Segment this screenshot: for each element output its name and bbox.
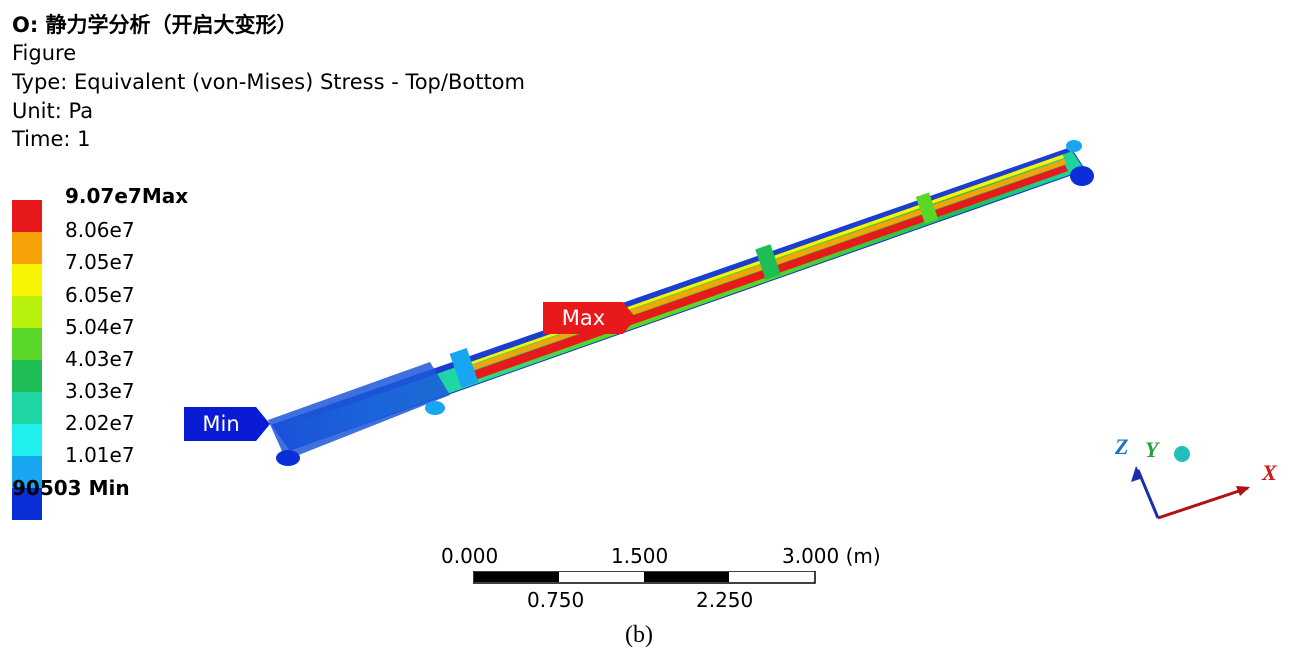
max-probe-label: Max xyxy=(561,306,606,330)
left-mount-lug xyxy=(276,450,300,466)
triad-z-label: Z xyxy=(1115,434,1129,459)
scale-label-2250: 2.250 xyxy=(696,588,754,612)
triad-y-axis-dot xyxy=(1174,446,1190,462)
scale-bar xyxy=(473,571,816,584)
coordinate-triad xyxy=(1131,446,1250,520)
legend-value-5: 5.04e7 xyxy=(65,315,135,339)
legend-min-value: 90503 Min xyxy=(12,476,130,500)
analysis-title: O: 静力学分析（开启大变形） xyxy=(12,13,298,37)
beam-collar-2 xyxy=(755,244,781,280)
result-type: Type: Equivalent (von-Mises) Stress - To… xyxy=(12,70,525,94)
triad-y-label: Y xyxy=(1145,437,1159,462)
figure-caption: (b) xyxy=(625,622,653,648)
scale-seg-3 xyxy=(644,572,729,582)
result-time: Time: 1 xyxy=(12,127,91,151)
legend-value-6: 4.03e7 xyxy=(65,347,135,371)
scale-label-3000: 3.000 (m) xyxy=(782,544,881,568)
scale-label-1500: 1.500 xyxy=(611,544,669,568)
right-top-lug xyxy=(1066,140,1082,152)
scale-seg-1 xyxy=(474,572,559,582)
scale-label-0: 0.000 xyxy=(441,544,499,568)
legend-swatch-2 xyxy=(12,232,42,264)
legend-swatch-8 xyxy=(12,424,42,456)
legend-swatch-3 xyxy=(12,264,42,296)
legend-swatch-5 xyxy=(12,328,42,360)
legend-value-8: 2.02e7 xyxy=(65,411,135,435)
legend-swatch-4 xyxy=(12,296,42,328)
max-probe: Max xyxy=(543,302,636,334)
result-unit: Unit: Pa xyxy=(12,99,94,123)
min-probe: Min xyxy=(184,407,270,441)
legend-value-2: 8.06e7 xyxy=(65,218,135,242)
legend-swatch-7 xyxy=(12,392,42,424)
triad-x-label: X xyxy=(1262,460,1277,485)
beam-collar-1 xyxy=(449,348,479,388)
min-probe-shape xyxy=(184,407,270,441)
legend-swatch-9 xyxy=(12,456,42,488)
min-probe-label: Min xyxy=(202,412,240,436)
triad-x-axis xyxy=(1157,486,1249,520)
right-mount-lug xyxy=(1070,166,1094,186)
x-arrow-icon xyxy=(1236,486,1250,496)
mid-mount-lug xyxy=(425,401,445,415)
legend-value-9: 1.01e7 xyxy=(65,443,135,467)
legend-max-value: 9.07e7Max xyxy=(65,184,189,208)
scale-label-750: 0.750 xyxy=(527,588,585,612)
figure-label: Figure xyxy=(12,41,77,65)
legend-value-3: 7.05e7 xyxy=(65,250,135,274)
legend-value-7: 3.03e7 xyxy=(65,379,135,403)
legend-swatch-1 xyxy=(12,200,42,232)
beam-left-end xyxy=(268,362,450,460)
legend-min-tag: Min xyxy=(88,476,130,500)
legend-swatch-10 xyxy=(12,488,42,520)
max-probe-shape xyxy=(543,302,636,334)
z-arrow-icon xyxy=(1131,466,1143,482)
legend-max-tag: Max xyxy=(141,184,189,208)
legend-value-4: 6.05e7 xyxy=(65,283,135,307)
beam-blue-stripe xyxy=(300,148,1070,420)
beam-collar-3 xyxy=(915,192,939,224)
legend-swatch-6 xyxy=(12,360,42,392)
